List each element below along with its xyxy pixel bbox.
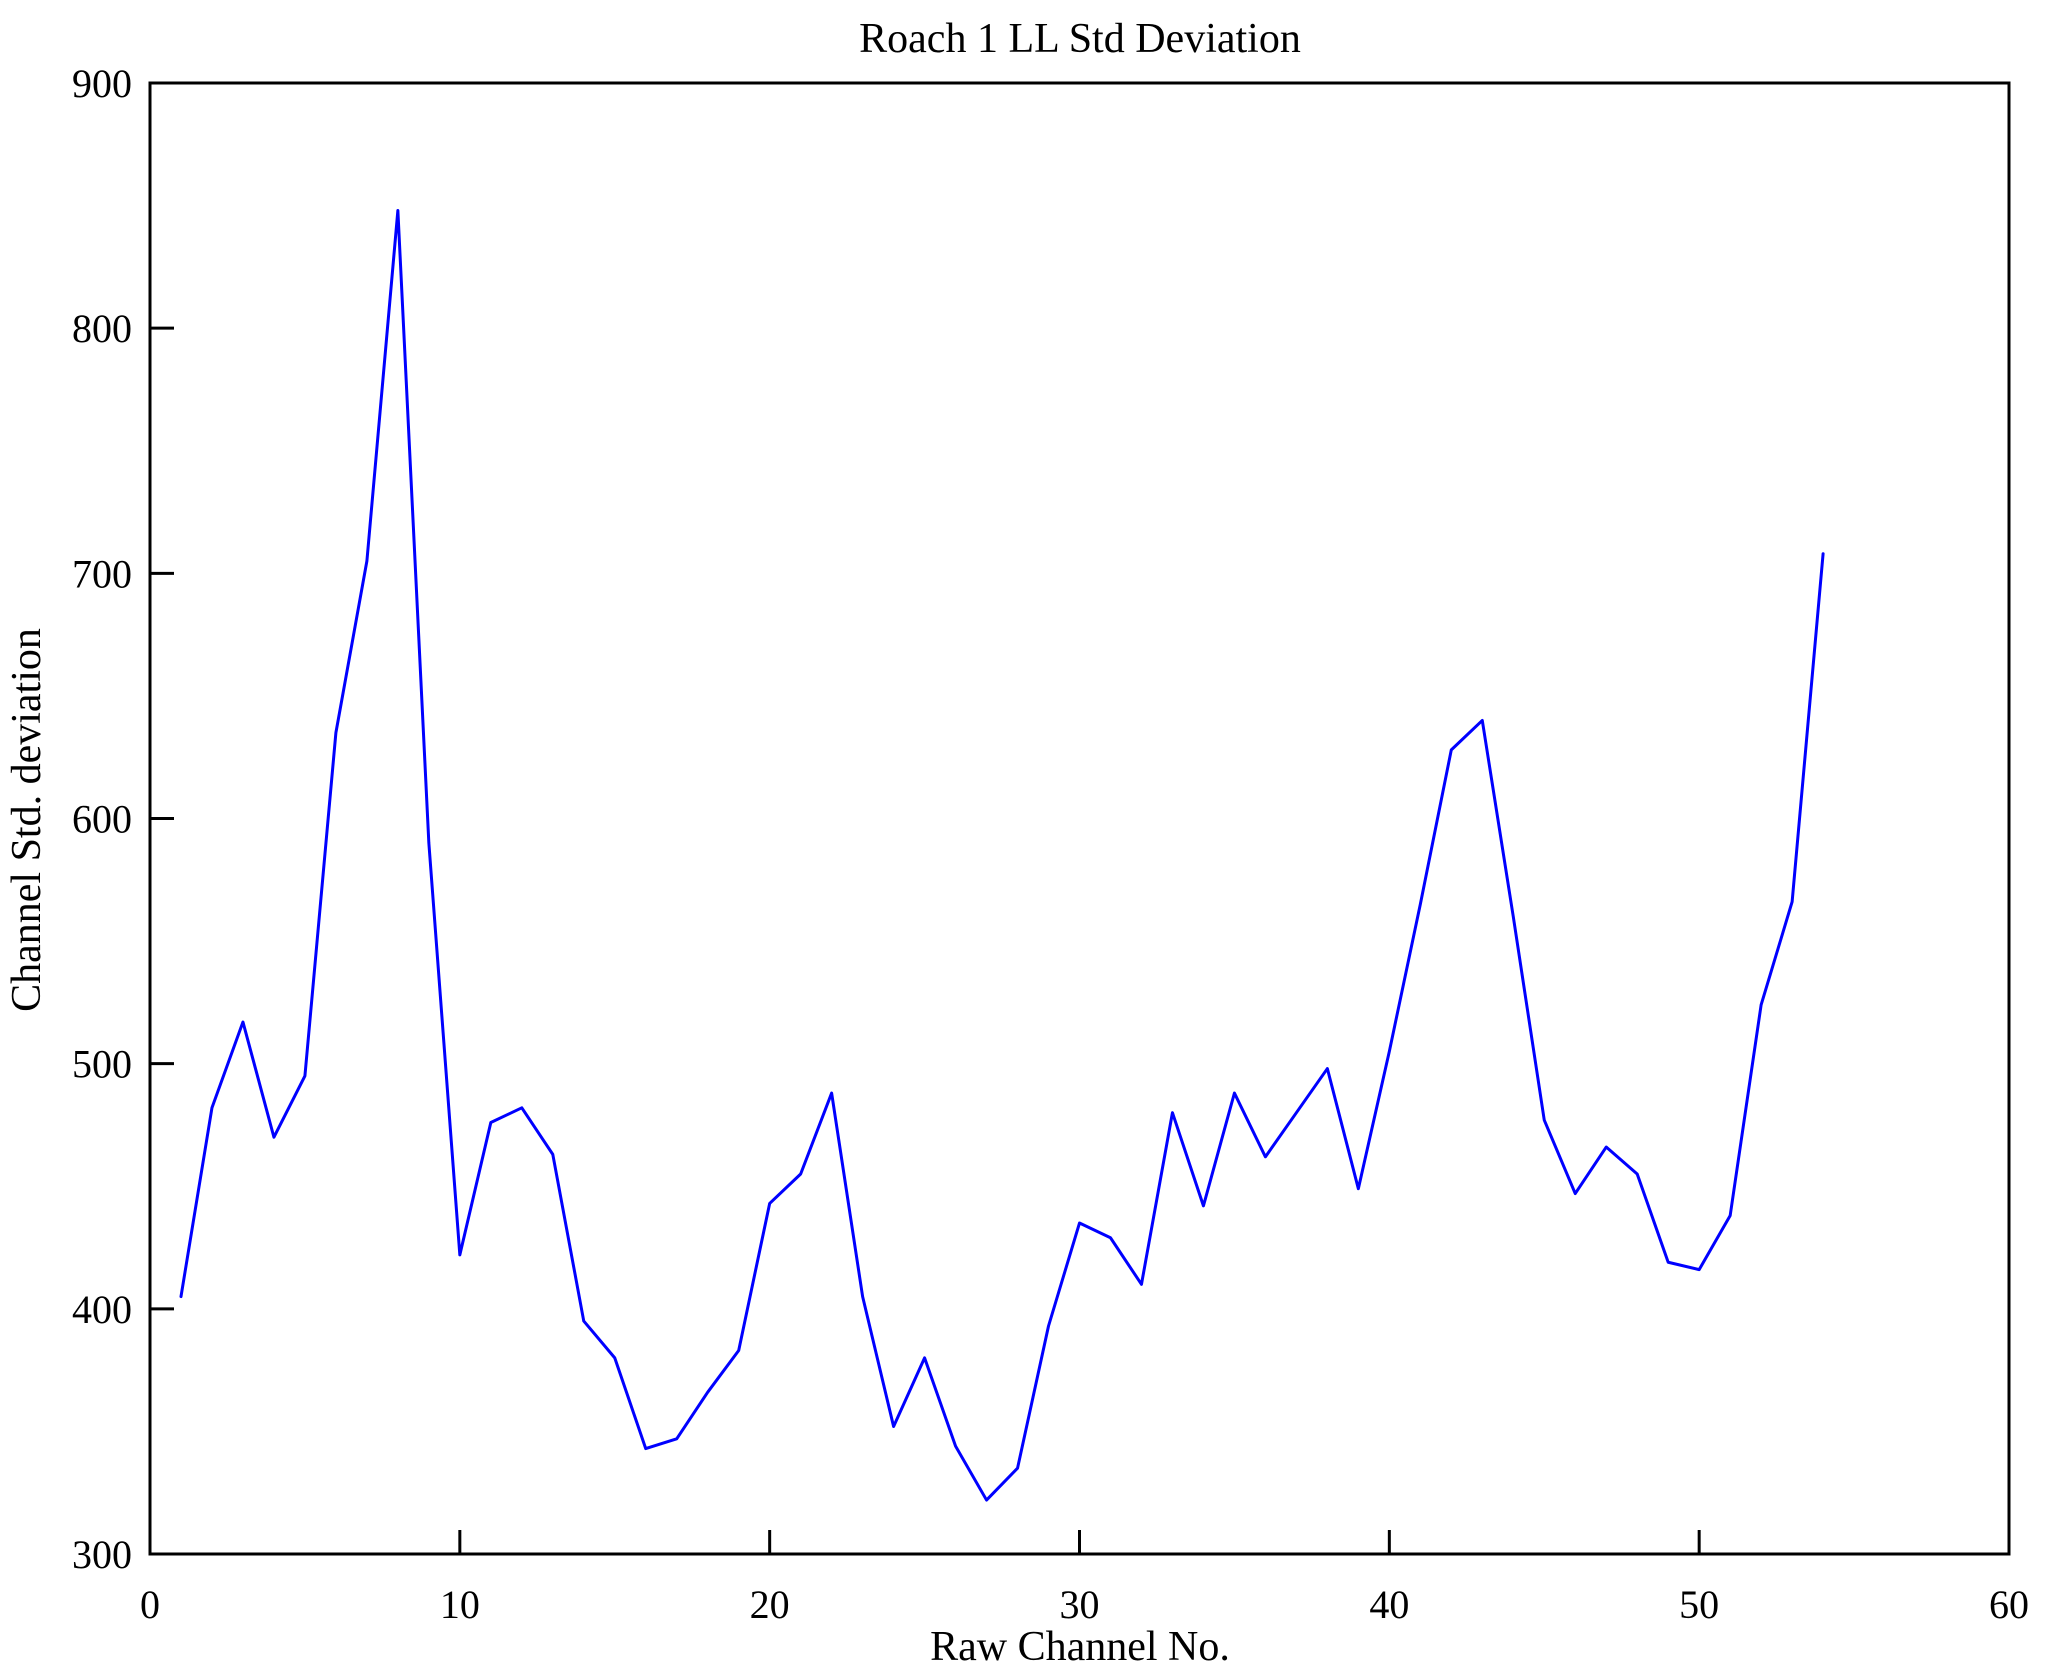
chart-title: Roach 1 LL Std Deviation: [859, 16, 1301, 62]
y-tick-label: 300: [72, 1532, 132, 1577]
x-tick-label: 20: [750, 1582, 790, 1627]
x-tick-label: 60: [1989, 1582, 2029, 1627]
x-tick-label: 40: [1369, 1582, 1409, 1627]
x-tick-label: 30: [1060, 1582, 1100, 1627]
y-tick-label: 500: [72, 1042, 132, 1087]
y-tick-label: 900: [72, 61, 132, 106]
y-tick-label: 600: [72, 797, 132, 842]
y-tick-label: 800: [72, 306, 132, 351]
y-tick-label: 700: [72, 551, 132, 596]
x-tick-label: 0: [140, 1582, 160, 1627]
data-line: [179, 208, 1825, 1502]
x-axis-label: Raw Channel No.: [930, 1624, 1230, 1670]
x-tick-label: 50: [1679, 1582, 1719, 1627]
y-axis-label: Channel Std. deviation: [4, 628, 50, 1012]
x-tick-label: 10: [440, 1582, 480, 1627]
y-tick-label: 400: [72, 1287, 132, 1332]
plot-contents: 0 10 20 30 40 50 60 300 400 500 600 700 800 900: [72, 61, 2029, 1627]
